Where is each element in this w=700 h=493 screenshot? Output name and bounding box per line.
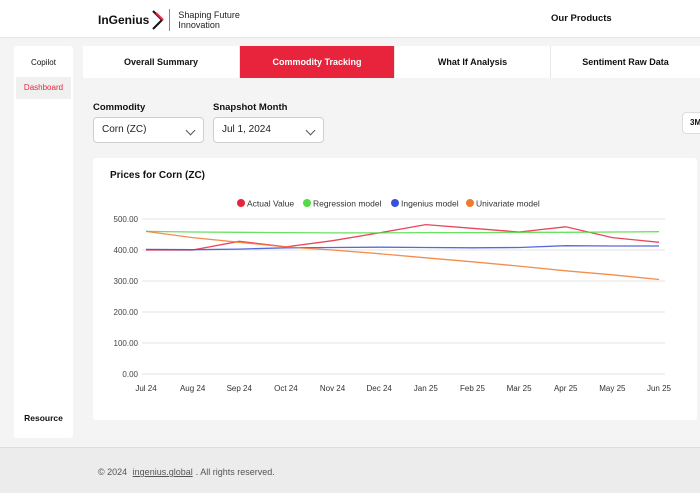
series-line-univariate-model — [145, 230, 660, 281]
copyright-suffix: . All rights reserved. — [195, 467, 275, 477]
price-chart: Actual Value Regression model Ingenius mod… — [114, 199, 672, 394]
legend-marker — [237, 199, 245, 207]
snapshot-month-label: Snapshot Month — [213, 102, 288, 113]
legend-label: Ingenius model — [401, 199, 459, 209]
legend-label: Actual Value — [247, 199, 294, 209]
sidebar-item-dashboard[interactable]: Dashboard — [16, 77, 71, 99]
sidebar-item-resource[interactable]: Resource — [24, 413, 63, 423]
range-3m-button[interactable]: 3M — [682, 112, 700, 134]
x-tick-label: Dec 24 — [367, 384, 393, 393]
legend-label: Univariate model — [476, 199, 540, 209]
snapshot-month-select[interactable]: Jul 1, 2024 — [213, 117, 324, 143]
commodity-select-value: Corn (ZC) — [102, 124, 147, 135]
snapshot-month-value: Jul 1, 2024 — [222, 124, 271, 135]
y-tick-label: 0.00 — [122, 370, 138, 379]
chevron-down-icon — [305, 125, 316, 136]
y-tick-label: 100.00 — [114, 339, 139, 348]
ingenius-global-link[interactable]: ingenius.global — [132, 467, 193, 477]
x-tick-label: Apr 25 — [554, 384, 578, 393]
tab-sentiment-raw-data[interactable]: Sentiment Raw Data — [582, 57, 669, 67]
x-tick-label: Sep 24 — [227, 384, 253, 393]
price-chart-card: Prices for Corn (ZC) Actual Value Regress… — [93, 158, 697, 420]
sidebar: Copilot Dashboard Resource — [14, 46, 73, 438]
x-tick-label: Nov 24 — [320, 384, 346, 393]
legend-label: Regression model — [313, 199, 382, 209]
x-tick-label: Jan 25 — [414, 384, 439, 393]
x-tick-label: May 25 — [599, 384, 626, 393]
series-line-actual-value — [146, 223, 660, 251]
tab-bar: Overall Summary Commodity Tracking What … — [83, 46, 700, 78]
y-tick-label: 500.00 — [114, 215, 139, 224]
series-line-regression-model — [145, 230, 660, 234]
series-line-ingenius-model — [145, 245, 659, 251]
copyright-text: © 2024 ingenius.global. All rights reser… — [98, 467, 275, 477]
legend-marker — [303, 199, 311, 207]
brand-logo[interactable]: InGenius Shaping Future Innovation — [98, 9, 248, 31]
commodity-label: Commodity — [93, 102, 146, 113]
x-tick-label: Feb 25 — [460, 384, 485, 393]
tab-what-if-analysis[interactable]: What If Analysis — [395, 46, 551, 78]
legend-marker — [391, 199, 399, 207]
top-header: InGenius Shaping Future Innovation Our P… — [0, 0, 700, 38]
tab-commodity-tracking[interactable]: Commodity Tracking — [240, 46, 395, 78]
x-tick-label: Mar 25 — [507, 384, 532, 393]
tab-overall-summary[interactable]: Overall Summary — [83, 46, 240, 78]
brand-tagline: Shaping Future Innovation — [178, 10, 240, 30]
logo-divider — [169, 9, 171, 31]
y-tick-label: 300.00 — [114, 277, 139, 286]
copyright-prefix: © 2024 — [98, 467, 128, 477]
y-tick-label: 400.00 — [114, 246, 139, 255]
commodity-select[interactable]: Corn (ZC) — [93, 117, 204, 143]
x-tick-label: Jul 24 — [135, 384, 157, 393]
brand-name: InGenius — [98, 13, 150, 27]
legend-marker — [466, 199, 474, 207]
our-products-link[interactable]: Our Products — [551, 13, 612, 24]
x-tick-label: Oct 24 — [274, 384, 298, 393]
sidebar-item-copilot[interactable]: Copilot — [31, 58, 56, 67]
brand-mark-icon — [152, 10, 165, 30]
chevron-down-icon — [185, 125, 196, 136]
footer: © 2024 ingenius.global. All rights reser… — [0, 447, 700, 493]
x-tick-label: Jun 25 — [647, 384, 672, 393]
y-tick-label: 200.00 — [114, 308, 139, 317]
chart-title: Prices for Corn (ZC) — [110, 170, 206, 181]
x-tick-label: Aug 24 — [180, 384, 206, 393]
